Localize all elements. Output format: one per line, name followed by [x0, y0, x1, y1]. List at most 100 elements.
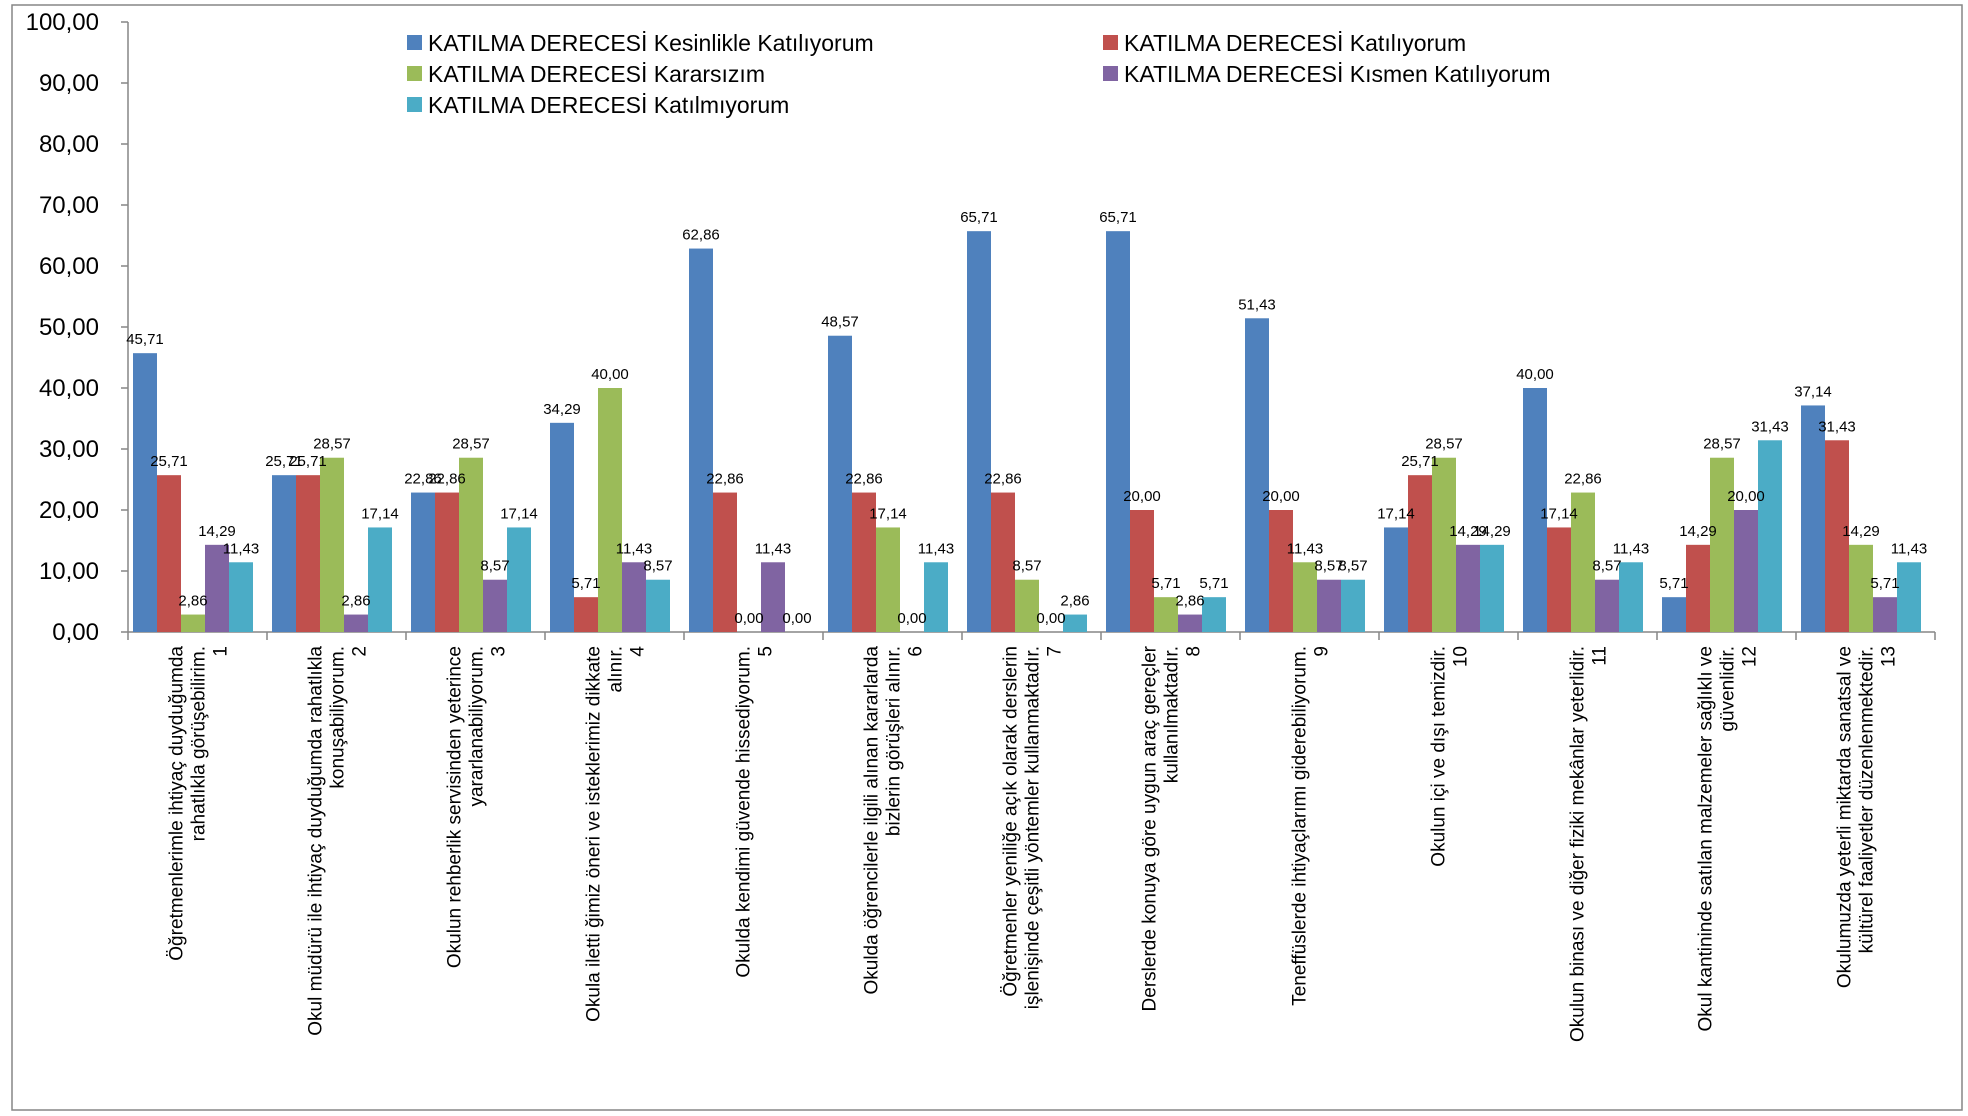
y-tick-label: 20,00: [39, 497, 99, 524]
bar: [133, 353, 157, 632]
bar: [876, 527, 900, 632]
y-tick-label: 80,00: [39, 131, 99, 158]
data-label: 8,57: [1314, 558, 1343, 575]
x-category-label-line: 13: [1879, 646, 1900, 667]
x-category-label-line: 12: [1740, 646, 1761, 667]
bar: [1317, 579, 1341, 632]
data-label: 5,71: [1199, 575, 1228, 592]
y-tick-label: 60,00: [39, 253, 99, 280]
x-category-label-line: Okulun binası ve diğer fiziki mekânlar y…: [1568, 646, 1589, 1042]
x-category-label-line: Okulda öğrencilerle ilgili alınan kararl…: [862, 646, 883, 995]
data-label: 62,86: [682, 227, 720, 244]
bar: [205, 544, 229, 632]
bar: [1547, 527, 1571, 632]
data-label: 0,00: [734, 610, 763, 627]
data-label: 8,57: [1592, 558, 1621, 575]
y-tick-label: 0,00: [52, 619, 99, 646]
bar: [713, 492, 737, 632]
x-category-label-line: Okulumuzda yeterli miktarda sanatsal ve: [1835, 646, 1856, 988]
x-category-label: Derslerde konuya göre uygun araç gereçle…: [1140, 645, 1205, 1011]
data-label: 11,43: [223, 540, 259, 557]
x-category-label-line: Okul müdürü ile ihtiyaç duyduğumda rahat…: [306, 646, 327, 1036]
data-label: 31,43: [1818, 418, 1856, 435]
bar: [181, 614, 205, 632]
bar: [1245, 318, 1269, 632]
bar: [1849, 544, 1873, 632]
bar: [411, 492, 435, 632]
x-category-label-line: 1: [211, 646, 232, 657]
x-category-label-line: yararlanabiliyorum.: [467, 646, 488, 807]
x-category-label: Okul müdürü ile ihtiyaç duyduğumda rahat…: [306, 646, 371, 1036]
legend-swatch: [407, 35, 422, 50]
x-category-label: Okulun rehberlik servisinden yeterince ya…: [445, 646, 510, 968]
data-label: 8,57: [1012, 558, 1041, 575]
x-category-label-line: 3: [489, 646, 510, 657]
x-category-label-line: Okulun içi ve dışı temizdir.: [1429, 646, 1450, 867]
bar: [574, 597, 598, 632]
bar: [272, 475, 296, 632]
data-label: 11,43: [918, 540, 954, 557]
data-labels: 45,71 25,71 22,86 34,29 62,86 48,57 65,71 65,71…: [126, 209, 1927, 627]
bar: [1758, 440, 1782, 632]
bar: [435, 492, 459, 632]
data-label: 0,00: [1036, 610, 1065, 627]
x-category-label: Okulumuzda yeterli miktarda sanatsal ve k…: [1835, 646, 1900, 988]
data-label: 40,00: [591, 366, 629, 383]
data-label: 14,29: [1473, 523, 1511, 540]
data-label: 0,00: [897, 610, 926, 627]
legend-swatch: [407, 97, 422, 112]
data-label: 5,71: [1870, 575, 1899, 592]
bar: [1456, 544, 1480, 632]
legend-entry: KATILMA DERECESİ Katılıyorum: [1124, 30, 1466, 56]
data-label: 22,86: [428, 471, 466, 488]
bar: [1480, 544, 1504, 632]
data-label: 14,29: [1842, 523, 1880, 540]
data-label: 11,43: [616, 540, 652, 557]
bar: [1801, 405, 1825, 632]
x-category-label: Okulda öğrencilerle ilgili alınan kararl…: [862, 646, 927, 995]
x-category-label: Öğretmenler yeniliğe açık olarak dersler…: [1001, 646, 1066, 1009]
data-label: 28,57: [1703, 436, 1741, 453]
data-label: 5,71: [1659, 575, 1688, 592]
bar: [622, 562, 646, 632]
y-tick-label: 70,00: [39, 192, 99, 219]
x-category-label-line: 9: [1312, 646, 1333, 657]
bar: [689, 248, 713, 632]
x-category-label-line: güvenlidir.: [1718, 646, 1739, 732]
data-label: 25,71: [1401, 453, 1439, 470]
bar: [507, 527, 531, 632]
data-label: 14,29: [1449, 523, 1487, 540]
bar: [1897, 562, 1921, 632]
bar: [1619, 562, 1643, 632]
x-category-label-line: işlenişinde çeşitli yöntemler kullanmakt…: [1023, 646, 1044, 1009]
data-label: 25,71: [150, 453, 188, 470]
bar: [1571, 492, 1595, 632]
bars: [133, 231, 1921, 632]
data-label: 22,86: [845, 471, 883, 488]
bar: [320, 457, 344, 632]
data-label: 34,29: [543, 401, 581, 418]
data-label: 45,71: [126, 331, 164, 348]
legend: KATILMA DERECESİ Kesinlikle Katılıyorum K…: [407, 30, 1550, 118]
x-category-label-line: Okulun rehberlik servisinden yeterince: [445, 646, 466, 968]
x-category-label-line: 7: [1045, 646, 1066, 657]
data-label: 14,29: [1679, 523, 1717, 540]
x-category-label: Okulun içi ve dışı temizdir. 10: [1429, 646, 1472, 867]
data-label: 20,00: [1727, 488, 1765, 505]
data-label: 11,43: [1287, 540, 1323, 557]
legend-swatch: [407, 66, 422, 81]
y-tick-label: 40,00: [39, 375, 99, 402]
data-label: 2,86: [1175, 593, 1204, 610]
x-category-label-line: kullanılmaktadır.: [1162, 646, 1183, 783]
data-label: 17,14: [361, 505, 399, 522]
x-category-label-line: rahatlıkla görüşebilirim.: [189, 646, 210, 841]
data-label: 48,57: [821, 314, 859, 331]
x-category-label-line: Okul kantininde satılan malzemeler sağlı…: [1696, 646, 1717, 1031]
data-label: 8,57: [480, 558, 509, 575]
bar: [761, 562, 785, 632]
data-label: 17,14: [500, 505, 538, 522]
y-tick-label: 10,00: [39, 558, 99, 585]
x-category-label-line: Öğretmenler yeniliğe açık olarak dersler…: [1001, 646, 1022, 997]
